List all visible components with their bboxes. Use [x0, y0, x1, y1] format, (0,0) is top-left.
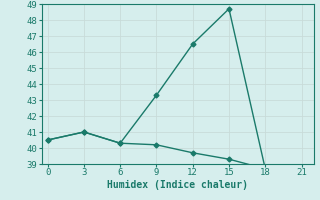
X-axis label: Humidex (Indice chaleur): Humidex (Indice chaleur)	[107, 180, 248, 190]
